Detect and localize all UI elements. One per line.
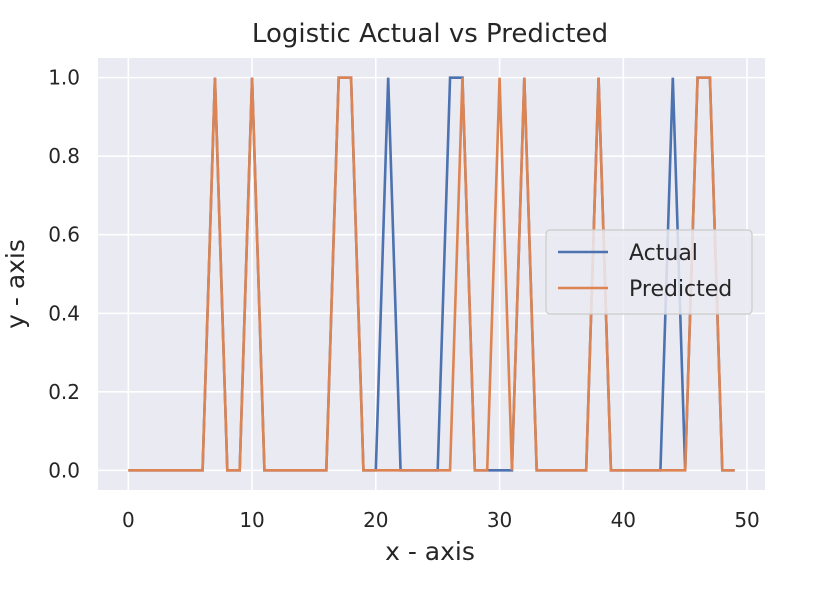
y-tick-label: 0.6 [48,223,80,247]
x-tick-label: 30 [487,508,512,532]
series-group [128,76,735,472]
y-tick-label: 0.2 [48,380,80,404]
x-tick-label: 50 [734,508,759,532]
legend-label-actual: Actual [629,241,698,266]
x-tick-label: 40 [611,508,636,532]
y-tick-labels: 0.0 0.2 0.4 0.6 0.8 1.0 [48,66,80,483]
series-line-predicted [128,76,735,472]
legend: Actual Predicted [545,229,753,315]
legend-label-predicted: Predicted [629,277,732,302]
y-tick-label: 1.0 [48,66,80,90]
x-tick-label: 20 [363,508,388,532]
x-tick-label: 0 [122,508,135,532]
y-tick-label: 0.0 [48,458,80,482]
y-axis-label: y - axis [1,239,30,329]
x-axis-label: x - axis [385,537,475,566]
x-tick-labels: 0 10 20 30 40 50 [122,508,760,532]
chart-title: Logistic Actual vs Predicted [252,19,608,49]
y-tick-label: 0.4 [48,301,80,325]
x-tick-label: 10 [239,508,264,532]
y-tick-label: 0.8 [48,144,80,168]
